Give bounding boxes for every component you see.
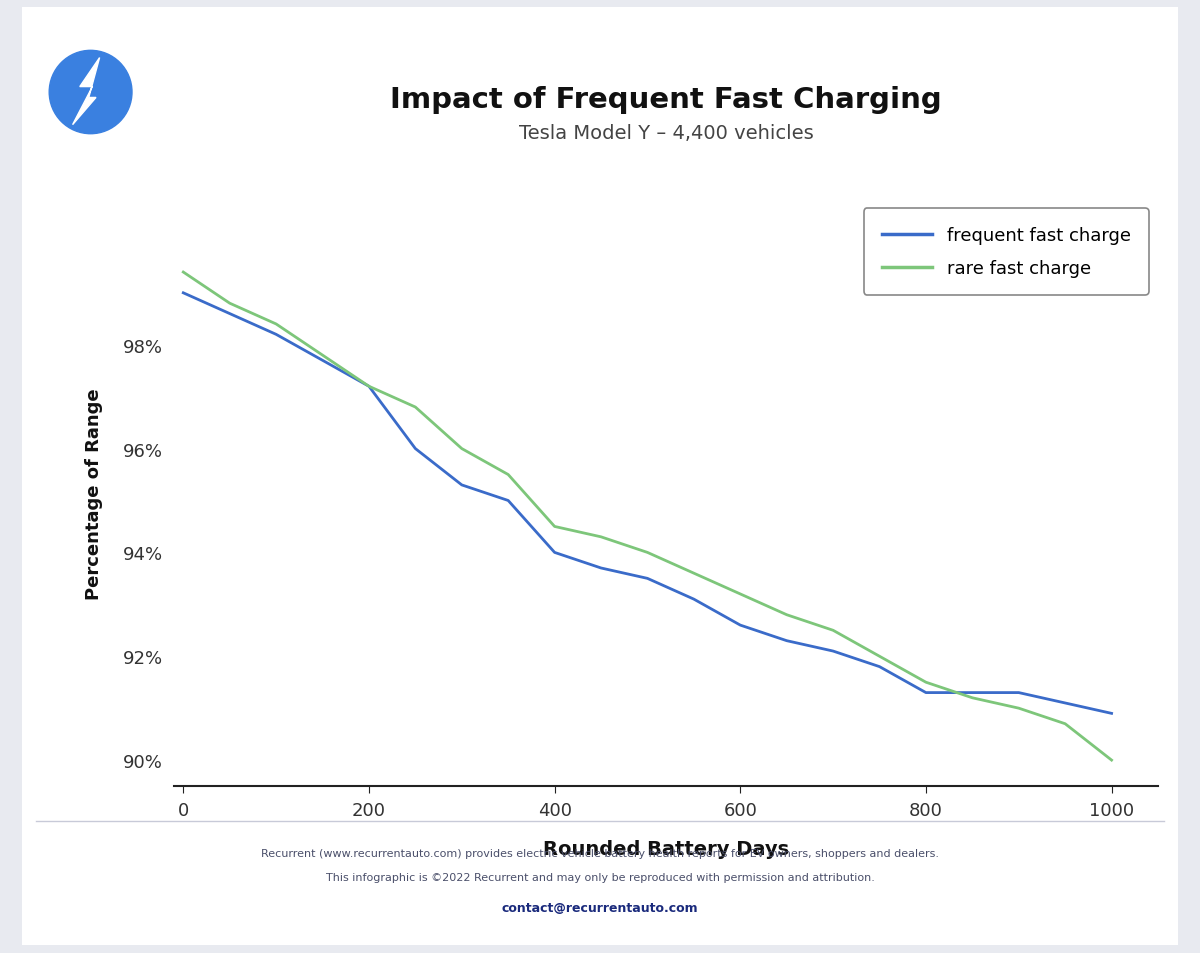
Circle shape xyxy=(49,51,132,134)
Text: Recurrent (www.recurrentauto.com) provides electric vehicle battery health repor: Recurrent (www.recurrentauto.com) provid… xyxy=(262,848,940,858)
Legend: frequent fast charge, rare fast charge: frequent fast charge, rare fast charge xyxy=(864,209,1148,295)
X-axis label: Rounded Battery Days: Rounded Battery Days xyxy=(542,839,790,858)
Text: Tesla Model Y – 4,400 vehicles: Tesla Model Y – 4,400 vehicles xyxy=(518,124,814,143)
Text: contact@recurrentauto.com: contact@recurrentauto.com xyxy=(502,901,698,914)
Polygon shape xyxy=(72,58,100,126)
Y-axis label: Percentage of Range: Percentage of Range xyxy=(85,388,103,598)
Text: Impact of Frequent Fast Charging: Impact of Frequent Fast Charging xyxy=(390,86,942,114)
Text: This infographic is ©2022 Recurrent and may only be reproduced with permission a: This infographic is ©2022 Recurrent and … xyxy=(325,872,875,882)
